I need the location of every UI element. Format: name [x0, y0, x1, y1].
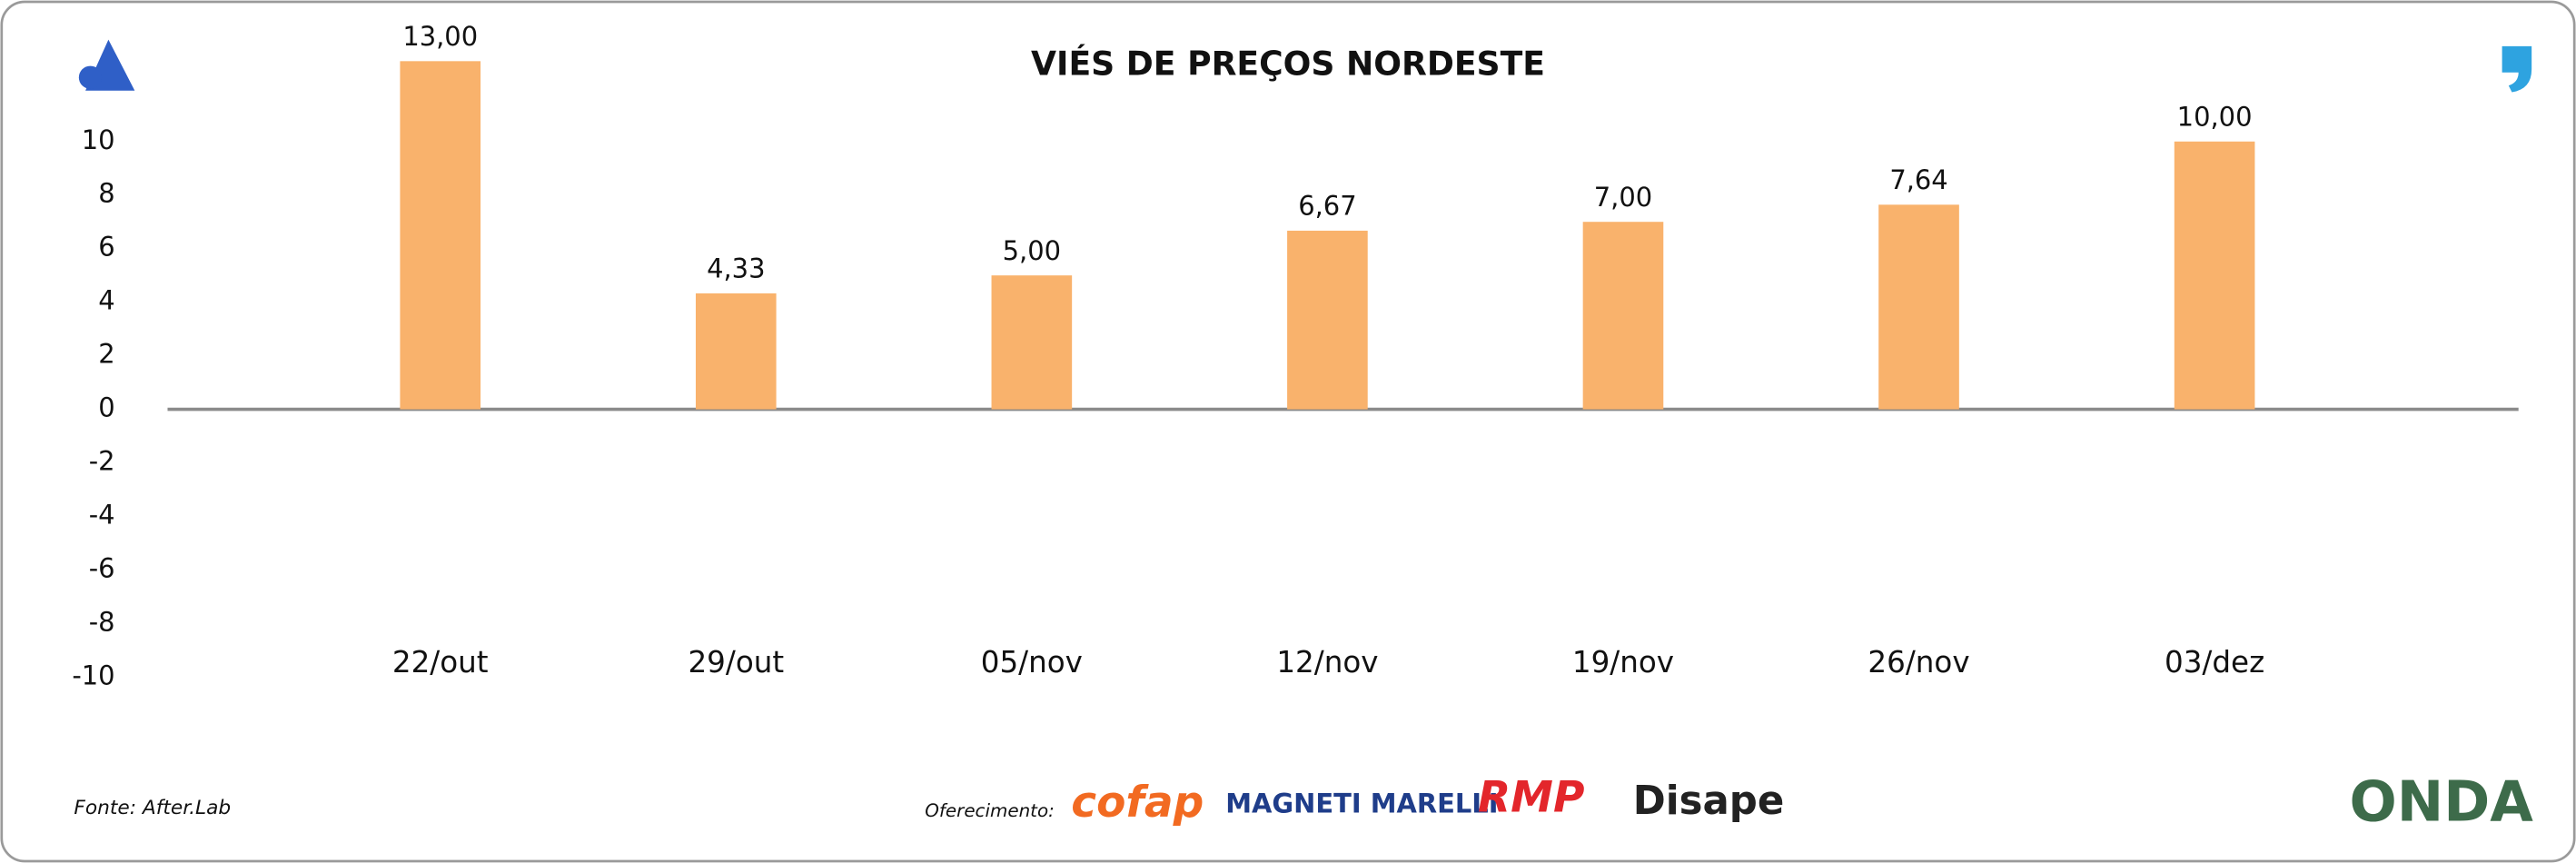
sponsor-logo: Disape [1633, 779, 1785, 824]
source: Fonte: After.Lab [74, 797, 231, 819]
bar [1878, 204, 1959, 410]
data-label: 5,00 [1003, 235, 1061, 266]
y-tick-label: -6 [89, 552, 115, 583]
data-label: 4,33 [707, 253, 765, 284]
y-tick-label: 6 [98, 232, 114, 263]
x-tick-label: 05/nov [981, 645, 1083, 679]
data-label: 7,64 [1889, 164, 1947, 195]
x-tick-label: 03/dez [2165, 645, 2264, 679]
brand-logo: ONDA [2350, 769, 2534, 835]
y-tick-label: -10 [72, 660, 114, 690]
logo-left [78, 39, 135, 91]
data-label: 6,67 [1298, 191, 1356, 222]
y-tick-label: 2 [98, 339, 114, 370]
x-tick-label: 29/out [688, 645, 784, 679]
x-tick-label: 19/nov [1572, 645, 1674, 679]
data-label: 7,00 [1594, 182, 1652, 213]
data-label: 10,00 [2177, 101, 2253, 132]
bar [991, 275, 1073, 410]
bar [1287, 230, 1368, 410]
logo-right [2502, 45, 2532, 93]
bar [1582, 222, 1664, 410]
bar [2174, 141, 2255, 410]
y-tick-label: 4 [98, 285, 114, 316]
sponsor-logo: MAGNETI MARELLI [1225, 788, 1498, 818]
x-tick-label: 12/nov [1276, 645, 1378, 679]
y-tick-label: 8 [98, 178, 114, 209]
y-tick-label: 0 [98, 392, 114, 423]
y-tick-label: 10 [82, 124, 115, 155]
chart-title: VIÉS DE PREÇOS NORDESTE [1031, 45, 1545, 84]
x-tick-label: 26/nov [1868, 645, 1969, 679]
data-label: 13,00 [402, 21, 478, 52]
y-tick-label: -2 [89, 446, 115, 477]
sponsor-logo: cofap [1071, 778, 1204, 828]
sponsor-label: Oferecimento: [925, 800, 1055, 821]
y-tick-label: -8 [89, 606, 115, 637]
sponsor-logo: RMP [1478, 773, 1584, 823]
bar [695, 293, 777, 410]
y-tick-label: -4 [89, 500, 115, 531]
bar [400, 61, 481, 410]
x-tick-label: 22/out [392, 645, 489, 679]
